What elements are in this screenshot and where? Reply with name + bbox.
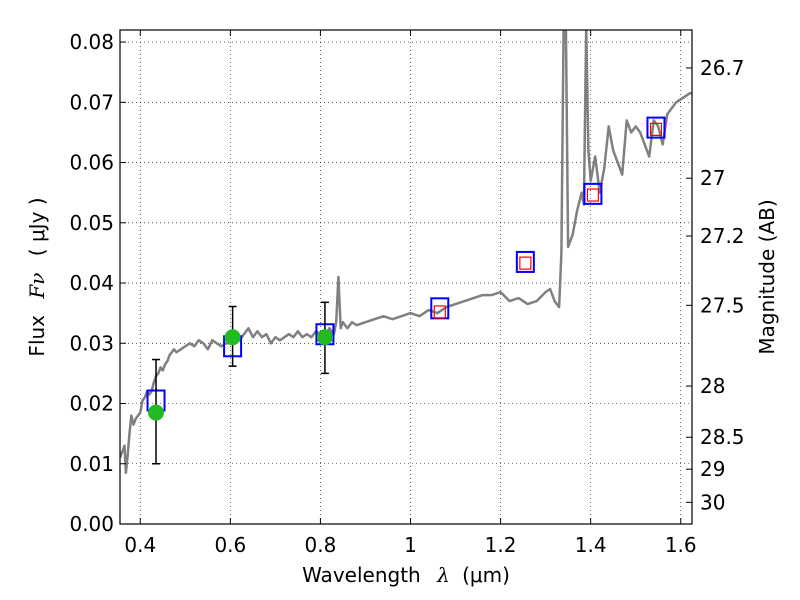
y2-tick-label: 30	[700, 490, 725, 514]
y-tick-label: 0.07	[69, 90, 114, 114]
upper-band-marker	[433, 305, 446, 319]
plot-background	[120, 30, 692, 524]
upper-band-marker	[519, 256, 532, 270]
x-axis-label-text: Wavelength	[302, 563, 421, 587]
spectrum-line	[120, 30, 692, 475]
y-tick-label: 0.04	[69, 271, 114, 295]
plot-frame	[119, 29, 693, 525]
y-axis-label: Flux Fν ( μJy )	[25, 197, 49, 356]
y2-tick-label: 29	[700, 457, 725, 481]
y-axis-label-prefix: Flux	[25, 315, 49, 357]
x-tick-label: 0.4	[124, 533, 156, 557]
y-tick-label: 0.01	[69, 452, 114, 476]
model-photometry-marker	[646, 116, 666, 139]
y-axis-label-symbol: Fν	[25, 273, 49, 300]
x-tick-label: 1	[404, 533, 417, 557]
y2-tick-label: 28.5	[700, 425, 745, 449]
y-tick-label: 0.02	[69, 392, 114, 416]
y-tick-label: 0.06	[69, 151, 114, 175]
x-tick-label: 1.2	[485, 533, 517, 557]
x-axis-label-unit: (μm)	[462, 563, 510, 587]
x-tick-label: 1.4	[575, 533, 607, 557]
y2-tick-label: 28	[700, 374, 725, 398]
y-tick-label: 0.08	[69, 30, 114, 54]
observed-photometry-point	[148, 404, 165, 421]
x-axis-label: Wavelength λ (μm)	[302, 563, 510, 587]
y2-tick-label: 27	[700, 166, 725, 190]
x-tick-label: 0.6	[214, 533, 246, 557]
ticks: 0.4 0.6 0.8 1 1.2 1.4 1.6 0.00 0.01 0.02 0.03 0.04 0…	[69, 30, 745, 557]
model-photometry-marker	[515, 250, 535, 273]
x-tick-label: 1.6	[665, 533, 697, 557]
observed-photometry-point	[224, 329, 241, 346]
x-axis-label-symbol: λ	[436, 563, 450, 587]
observed-photometry-point	[316, 329, 333, 346]
upper-band-marker	[649, 122, 663, 137]
y2-axis-label: Magnitude (AB)	[755, 199, 779, 354]
y-tick-label: 0.05	[69, 211, 114, 235]
y-tick-label: 0.00	[69, 512, 114, 536]
model-photometry-marker	[583, 182, 603, 205]
y2-tick-label: 27.2	[700, 224, 745, 248]
y-axis-label-unit: ( μJy )	[25, 197, 49, 256]
series-layer	[120, 30, 692, 475]
y2-tick-label: 27.5	[700, 293, 745, 317]
x-tick-label: 0.8	[305, 533, 337, 557]
y-tick-label: 0.03	[69, 331, 114, 355]
y2-tick-label: 26.7	[700, 56, 745, 80]
upper-band-marker	[586, 188, 600, 202]
